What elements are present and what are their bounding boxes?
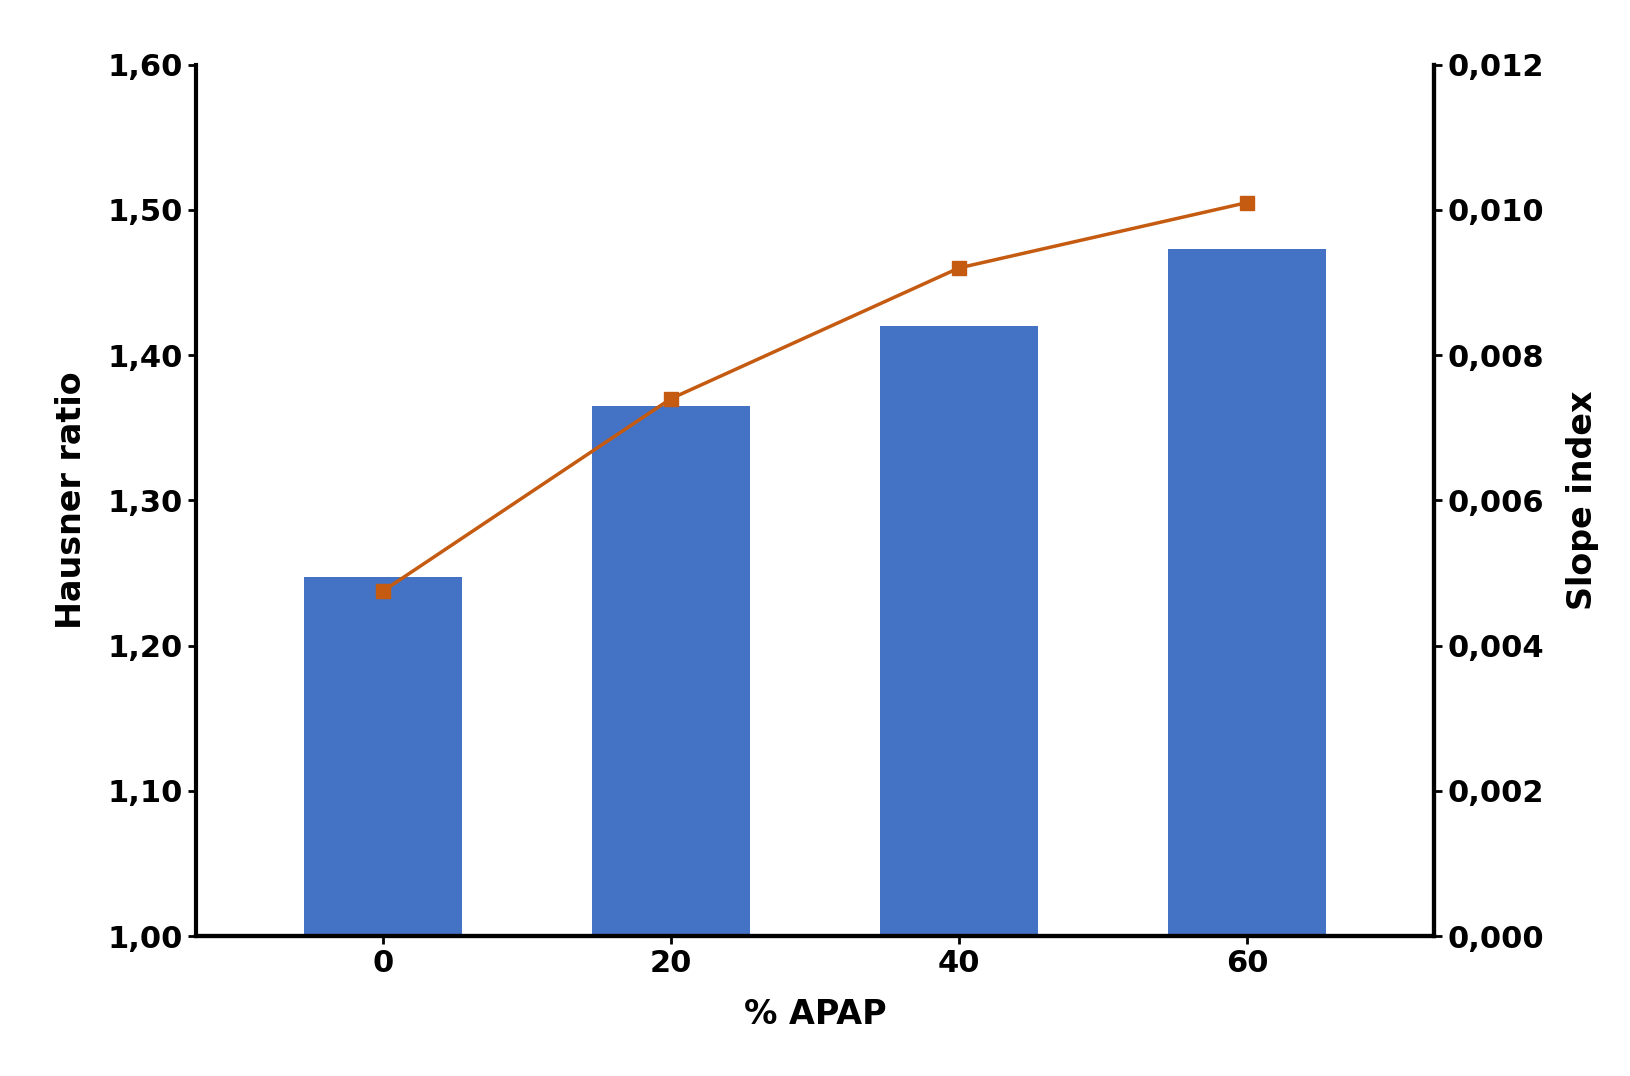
Y-axis label: Slope index: Slope index <box>1566 391 1599 610</box>
Bar <box>880 326 1038 936</box>
Y-axis label: Hausner ratio: Hausner ratio <box>54 371 88 629</box>
X-axis label: % APAP: % APAP <box>743 997 887 1031</box>
Bar <box>592 406 750 936</box>
Bar <box>303 578 461 936</box>
Bar <box>1169 249 1327 936</box>
